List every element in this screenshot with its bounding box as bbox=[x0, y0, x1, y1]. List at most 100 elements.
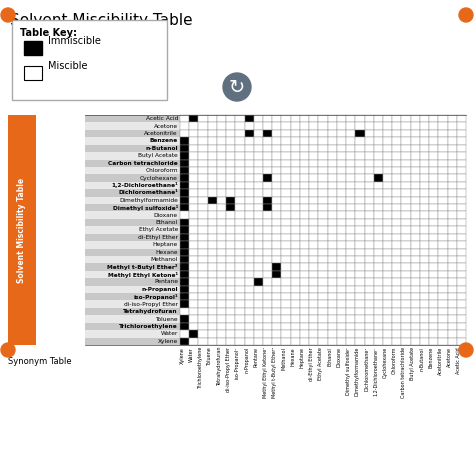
Bar bbox=[365, 278, 374, 285]
Bar bbox=[282, 219, 291, 226]
Bar bbox=[300, 152, 309, 160]
Bar bbox=[189, 189, 199, 197]
Bar bbox=[300, 338, 309, 345]
Text: Methyl t-Butyl Ether²: Methyl t-Butyl Ether² bbox=[272, 347, 277, 399]
Bar bbox=[374, 123, 383, 130]
Bar bbox=[383, 285, 392, 293]
Bar bbox=[328, 115, 337, 123]
Bar bbox=[365, 211, 374, 219]
Bar bbox=[85, 271, 180, 278]
Bar bbox=[236, 137, 245, 145]
Bar bbox=[392, 293, 401, 301]
Bar bbox=[356, 256, 365, 263]
Bar bbox=[217, 338, 226, 345]
Bar bbox=[374, 211, 383, 219]
Bar bbox=[300, 315, 309, 323]
Bar bbox=[447, 308, 457, 315]
Bar bbox=[217, 278, 226, 285]
Bar bbox=[429, 174, 438, 182]
Bar bbox=[392, 241, 401, 248]
Bar bbox=[410, 285, 420, 293]
Text: 1,2-Dichloroethane¹: 1,2-Dichloroethane¹ bbox=[374, 347, 378, 396]
Bar bbox=[282, 130, 291, 137]
Bar bbox=[438, 278, 447, 285]
Bar bbox=[254, 197, 263, 204]
Bar bbox=[300, 308, 309, 315]
Text: Dimethyl sulfoxide¹: Dimethyl sulfoxide¹ bbox=[346, 347, 351, 395]
Bar bbox=[226, 278, 236, 285]
Bar bbox=[337, 285, 346, 293]
Bar bbox=[438, 182, 447, 189]
Bar bbox=[208, 293, 217, 301]
Bar bbox=[457, 115, 466, 123]
Bar bbox=[374, 256, 383, 263]
Bar bbox=[429, 248, 438, 256]
Bar bbox=[272, 211, 282, 219]
Bar bbox=[85, 226, 180, 234]
Bar bbox=[300, 167, 309, 174]
Bar bbox=[328, 338, 337, 345]
Bar bbox=[346, 219, 356, 226]
Bar bbox=[374, 167, 383, 174]
Bar bbox=[208, 145, 217, 152]
Bar bbox=[291, 182, 300, 189]
Bar bbox=[447, 330, 457, 338]
Bar bbox=[383, 301, 392, 308]
Bar bbox=[356, 301, 365, 308]
Text: Acetic Acid: Acetic Acid bbox=[456, 347, 461, 374]
Bar bbox=[189, 152, 199, 160]
Bar bbox=[189, 301, 199, 308]
Bar bbox=[254, 308, 263, 315]
Bar bbox=[319, 338, 328, 345]
Bar bbox=[226, 160, 236, 167]
Text: Dichloromethane¹: Dichloromethane¹ bbox=[118, 190, 178, 195]
Bar bbox=[410, 241, 420, 248]
Bar bbox=[457, 204, 466, 211]
Bar bbox=[383, 338, 392, 345]
Bar bbox=[365, 301, 374, 308]
Bar bbox=[383, 256, 392, 263]
Bar bbox=[300, 241, 309, 248]
Bar bbox=[254, 256, 263, 263]
Bar bbox=[189, 256, 199, 263]
Bar bbox=[282, 160, 291, 167]
Text: Benzene: Benzene bbox=[428, 347, 434, 368]
Bar bbox=[356, 241, 365, 248]
Bar bbox=[319, 152, 328, 160]
Bar bbox=[254, 174, 263, 182]
Bar bbox=[300, 174, 309, 182]
Bar bbox=[300, 189, 309, 197]
Bar bbox=[254, 160, 263, 167]
Bar bbox=[429, 115, 438, 123]
Bar bbox=[236, 330, 245, 338]
Bar bbox=[383, 211, 392, 219]
Bar bbox=[199, 285, 208, 293]
Bar bbox=[189, 137, 199, 145]
Bar bbox=[309, 189, 319, 197]
Bar bbox=[346, 160, 356, 167]
Bar bbox=[245, 263, 254, 271]
Bar bbox=[337, 167, 346, 174]
Bar bbox=[410, 226, 420, 234]
Bar bbox=[429, 323, 438, 330]
Bar bbox=[319, 248, 328, 256]
Bar bbox=[226, 271, 236, 278]
Bar bbox=[236, 182, 245, 189]
Bar bbox=[263, 152, 272, 160]
Bar bbox=[263, 145, 272, 152]
Bar bbox=[356, 278, 365, 285]
Bar bbox=[346, 293, 356, 301]
Bar bbox=[319, 160, 328, 167]
Bar bbox=[226, 285, 236, 293]
Bar bbox=[189, 271, 199, 278]
Bar bbox=[401, 152, 410, 160]
Bar bbox=[401, 301, 410, 308]
Bar bbox=[337, 226, 346, 234]
Bar bbox=[309, 182, 319, 189]
Bar bbox=[328, 145, 337, 152]
Bar bbox=[309, 226, 319, 234]
Bar bbox=[429, 278, 438, 285]
Bar bbox=[429, 338, 438, 345]
Bar bbox=[254, 315, 263, 323]
Bar bbox=[309, 263, 319, 271]
